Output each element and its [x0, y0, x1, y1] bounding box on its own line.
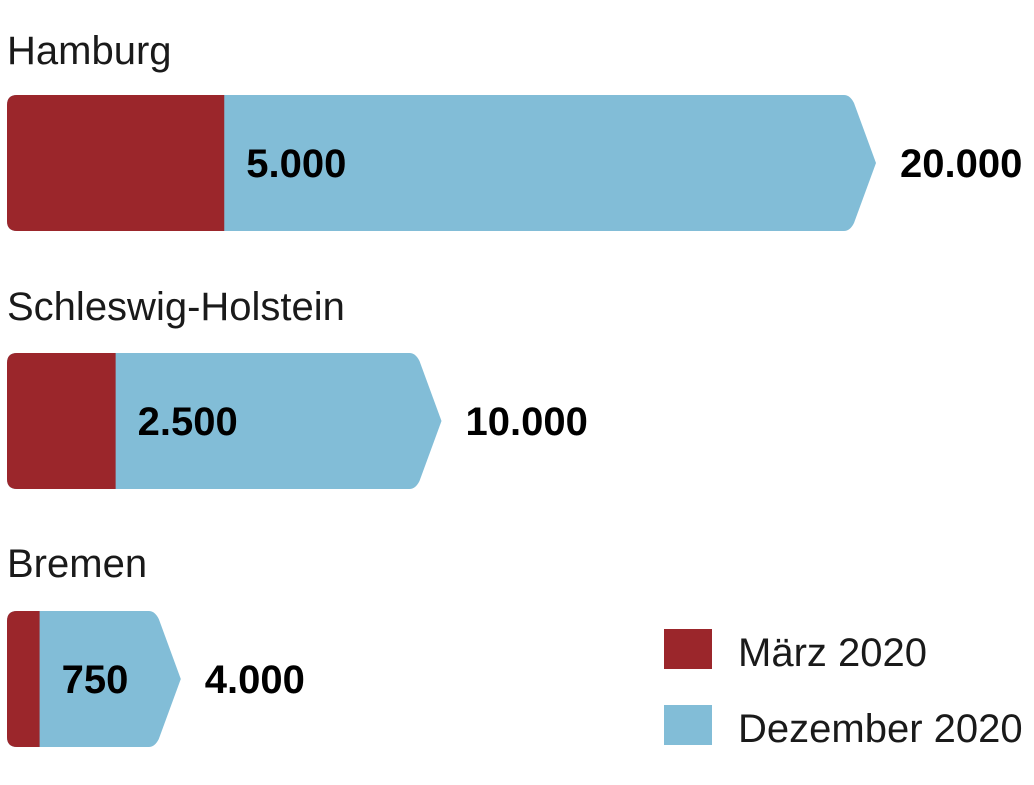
value-label-maerz-2020-bremen: 750 — [62, 658, 129, 702]
value-label-dezember-2020-schleswig-holstein: 10.000 — [466, 400, 588, 444]
legend: März 2020 Dezember 2020 — [664, 629, 1023, 751]
bar-maerz-2020-hamburg — [7, 95, 225, 231]
category-label-schleswig-holstein: Schleswig-Holstein — [7, 285, 345, 329]
bar-maerz-2020-bremen — [7, 611, 40, 747]
legend-label-maerz-2020: März 2020 — [738, 631, 927, 675]
value-label-maerz-2020-schleswig-holstein: 2.500 — [138, 400, 238, 444]
value-label-dezember-2020-bremen: 4.000 — [205, 658, 305, 702]
category-label-hamburg: Hamburg — [7, 29, 172, 73]
bar-dezember-2020-bremen — [7, 611, 181, 747]
category-label-bremen: Bremen — [7, 542, 147, 586]
value-label-dezember-2020-hamburg: 20.000 — [900, 142, 1022, 186]
bar-maerz-2020-schleswig-holstein — [7, 353, 116, 489]
bars-layer: Hamburg 5.000 20.000 Schleswig-Holstein 2.50… — [7, 29, 1022, 747]
legend-swatch-maerz-2020 — [664, 629, 712, 669]
legend-label-dezember-2020: Dezember 2020 — [738, 707, 1023, 751]
legend-swatch-dezember-2020 — [664, 705, 712, 745]
value-label-maerz-2020-hamburg: 5.000 — [246, 142, 346, 186]
